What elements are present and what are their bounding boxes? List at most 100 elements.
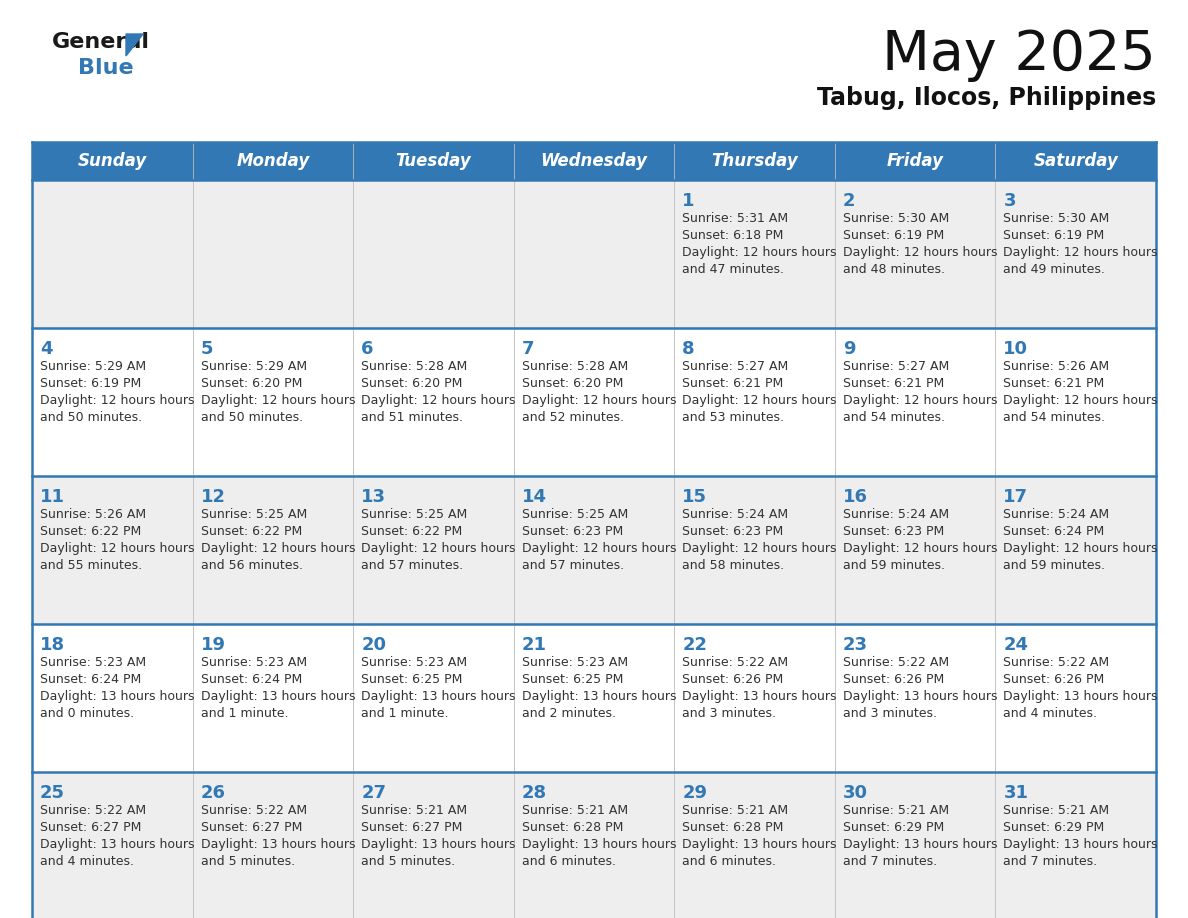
- Bar: [32, 624, 1156, 772]
- Text: Daylight: 12 hours hours: Daylight: 12 hours hours: [682, 542, 836, 555]
- Text: 12: 12: [201, 488, 226, 506]
- Text: Sunrise: 5:22 AM: Sunrise: 5:22 AM: [842, 656, 949, 669]
- Text: Sunrise: 5:30 AM: Sunrise: 5:30 AM: [842, 212, 949, 225]
- Text: General: General: [52, 32, 150, 52]
- Text: and 57 minutes.: and 57 minutes.: [522, 559, 624, 572]
- Text: Sunset: 6:29 PM: Sunset: 6:29 PM: [842, 821, 944, 834]
- Text: Sunrise: 5:23 AM: Sunrise: 5:23 AM: [361, 656, 467, 669]
- Text: 11: 11: [40, 488, 65, 506]
- Text: 18: 18: [40, 636, 65, 654]
- Text: Monday: Monday: [236, 152, 310, 170]
- Text: and 0 minutes.: and 0 minutes.: [40, 707, 134, 720]
- Text: 6: 6: [361, 340, 374, 358]
- Text: and 5 minutes.: and 5 minutes.: [201, 855, 295, 868]
- Text: Sunrise: 5:21 AM: Sunrise: 5:21 AM: [682, 804, 789, 817]
- Text: Sunrise: 5:27 AM: Sunrise: 5:27 AM: [842, 360, 949, 373]
- Text: and 4 minutes.: and 4 minutes.: [40, 855, 134, 868]
- Text: Sunrise: 5:26 AM: Sunrise: 5:26 AM: [1004, 360, 1110, 373]
- Text: Sunset: 6:21 PM: Sunset: 6:21 PM: [682, 377, 784, 390]
- Text: 13: 13: [361, 488, 386, 506]
- Text: Wednesday: Wednesday: [541, 152, 647, 170]
- Text: Daylight: 13 hours hours: Daylight: 13 hours hours: [682, 838, 836, 851]
- Text: 26: 26: [201, 784, 226, 802]
- Text: Sunrise: 5:28 AM: Sunrise: 5:28 AM: [361, 360, 467, 373]
- Text: Sunset: 6:23 PM: Sunset: 6:23 PM: [842, 525, 944, 538]
- Text: and 59 minutes.: and 59 minutes.: [842, 559, 944, 572]
- Bar: [32, 142, 1156, 180]
- Text: Sunrise: 5:21 AM: Sunrise: 5:21 AM: [361, 804, 467, 817]
- Text: Daylight: 12 hours hours: Daylight: 12 hours hours: [1004, 542, 1158, 555]
- Text: Daylight: 12 hours hours: Daylight: 12 hours hours: [1004, 394, 1158, 407]
- Text: Sunset: 6:25 PM: Sunset: 6:25 PM: [522, 673, 623, 686]
- Text: and 59 minutes.: and 59 minutes.: [1004, 559, 1105, 572]
- Text: Sunset: 6:24 PM: Sunset: 6:24 PM: [201, 673, 302, 686]
- Text: Daylight: 13 hours hours: Daylight: 13 hours hours: [842, 690, 998, 703]
- Text: and 1 minute.: and 1 minute.: [361, 707, 449, 720]
- Text: Daylight: 12 hours hours: Daylight: 12 hours hours: [201, 394, 355, 407]
- Text: and 50 minutes.: and 50 minutes.: [201, 411, 303, 424]
- Text: Daylight: 12 hours hours: Daylight: 12 hours hours: [842, 246, 998, 259]
- Text: and 56 minutes.: and 56 minutes.: [201, 559, 303, 572]
- Text: Sunset: 6:26 PM: Sunset: 6:26 PM: [682, 673, 784, 686]
- Text: and 6 minutes.: and 6 minutes.: [522, 855, 615, 868]
- Bar: [32, 328, 1156, 476]
- Text: and 54 minutes.: and 54 minutes.: [1004, 411, 1105, 424]
- Text: May 2025: May 2025: [883, 28, 1156, 82]
- Text: Sunrise: 5:22 AM: Sunrise: 5:22 AM: [40, 804, 146, 817]
- Text: Sunset: 6:24 PM: Sunset: 6:24 PM: [1004, 525, 1105, 538]
- Text: Sunrise: 5:24 AM: Sunrise: 5:24 AM: [842, 508, 949, 521]
- Text: Sunrise: 5:24 AM: Sunrise: 5:24 AM: [1004, 508, 1110, 521]
- Text: Daylight: 13 hours hours: Daylight: 13 hours hours: [522, 690, 676, 703]
- Text: Daylight: 13 hours hours: Daylight: 13 hours hours: [361, 690, 516, 703]
- Text: 14: 14: [522, 488, 546, 506]
- Text: 23: 23: [842, 636, 868, 654]
- Text: 10: 10: [1004, 340, 1029, 358]
- Text: Sunrise: 5:28 AM: Sunrise: 5:28 AM: [522, 360, 628, 373]
- Bar: [32, 476, 1156, 624]
- Text: 4: 4: [40, 340, 52, 358]
- Text: and 55 minutes.: and 55 minutes.: [40, 559, 143, 572]
- Text: Sunrise: 5:25 AM: Sunrise: 5:25 AM: [201, 508, 307, 521]
- Text: and 52 minutes.: and 52 minutes.: [522, 411, 624, 424]
- Bar: [32, 180, 1156, 328]
- Text: Thursday: Thursday: [712, 152, 798, 170]
- Text: Daylight: 12 hours hours: Daylight: 12 hours hours: [522, 394, 676, 407]
- Text: Sunset: 6:19 PM: Sunset: 6:19 PM: [1004, 229, 1105, 242]
- Text: and 58 minutes.: and 58 minutes.: [682, 559, 784, 572]
- Text: Daylight: 12 hours hours: Daylight: 12 hours hours: [361, 394, 516, 407]
- Text: Sunset: 6:22 PM: Sunset: 6:22 PM: [201, 525, 302, 538]
- Polygon shape: [126, 34, 143, 56]
- Text: Sunset: 6:29 PM: Sunset: 6:29 PM: [1004, 821, 1105, 834]
- Text: Sunset: 6:21 PM: Sunset: 6:21 PM: [1004, 377, 1105, 390]
- Text: Daylight: 12 hours hours: Daylight: 12 hours hours: [40, 542, 195, 555]
- Text: Daylight: 13 hours hours: Daylight: 13 hours hours: [40, 838, 195, 851]
- Text: Sunrise: 5:25 AM: Sunrise: 5:25 AM: [522, 508, 628, 521]
- Text: Sunset: 6:20 PM: Sunset: 6:20 PM: [361, 377, 462, 390]
- Text: Sunday: Sunday: [77, 152, 147, 170]
- Text: and 57 minutes.: and 57 minutes.: [361, 559, 463, 572]
- Text: and 48 minutes.: and 48 minutes.: [842, 263, 944, 276]
- Text: Sunset: 6:20 PM: Sunset: 6:20 PM: [201, 377, 302, 390]
- Text: 30: 30: [842, 784, 868, 802]
- Text: Daylight: 12 hours hours: Daylight: 12 hours hours: [40, 394, 195, 407]
- Text: Sunrise: 5:26 AM: Sunrise: 5:26 AM: [40, 508, 146, 521]
- Text: 22: 22: [682, 636, 707, 654]
- Text: Sunset: 6:25 PM: Sunset: 6:25 PM: [361, 673, 462, 686]
- Text: Sunrise: 5:25 AM: Sunrise: 5:25 AM: [361, 508, 467, 521]
- Text: Sunset: 6:26 PM: Sunset: 6:26 PM: [1004, 673, 1105, 686]
- Text: Sunset: 6:27 PM: Sunset: 6:27 PM: [40, 821, 141, 834]
- Text: 2: 2: [842, 192, 855, 210]
- Text: Daylight: 13 hours hours: Daylight: 13 hours hours: [40, 690, 195, 703]
- Text: Sunrise: 5:21 AM: Sunrise: 5:21 AM: [522, 804, 627, 817]
- Text: Sunset: 6:22 PM: Sunset: 6:22 PM: [40, 525, 141, 538]
- Text: Daylight: 12 hours hours: Daylight: 12 hours hours: [361, 542, 516, 555]
- Text: Sunset: 6:27 PM: Sunset: 6:27 PM: [201, 821, 302, 834]
- Text: Daylight: 13 hours hours: Daylight: 13 hours hours: [522, 838, 676, 851]
- Text: Sunset: 6:21 PM: Sunset: 6:21 PM: [842, 377, 944, 390]
- Text: Sunrise: 5:22 AM: Sunrise: 5:22 AM: [682, 656, 789, 669]
- Text: Sunrise: 5:29 AM: Sunrise: 5:29 AM: [40, 360, 146, 373]
- Text: and 6 minutes.: and 6 minutes.: [682, 855, 776, 868]
- Text: 15: 15: [682, 488, 707, 506]
- Text: 25: 25: [40, 784, 65, 802]
- Text: Daylight: 12 hours hours: Daylight: 12 hours hours: [201, 542, 355, 555]
